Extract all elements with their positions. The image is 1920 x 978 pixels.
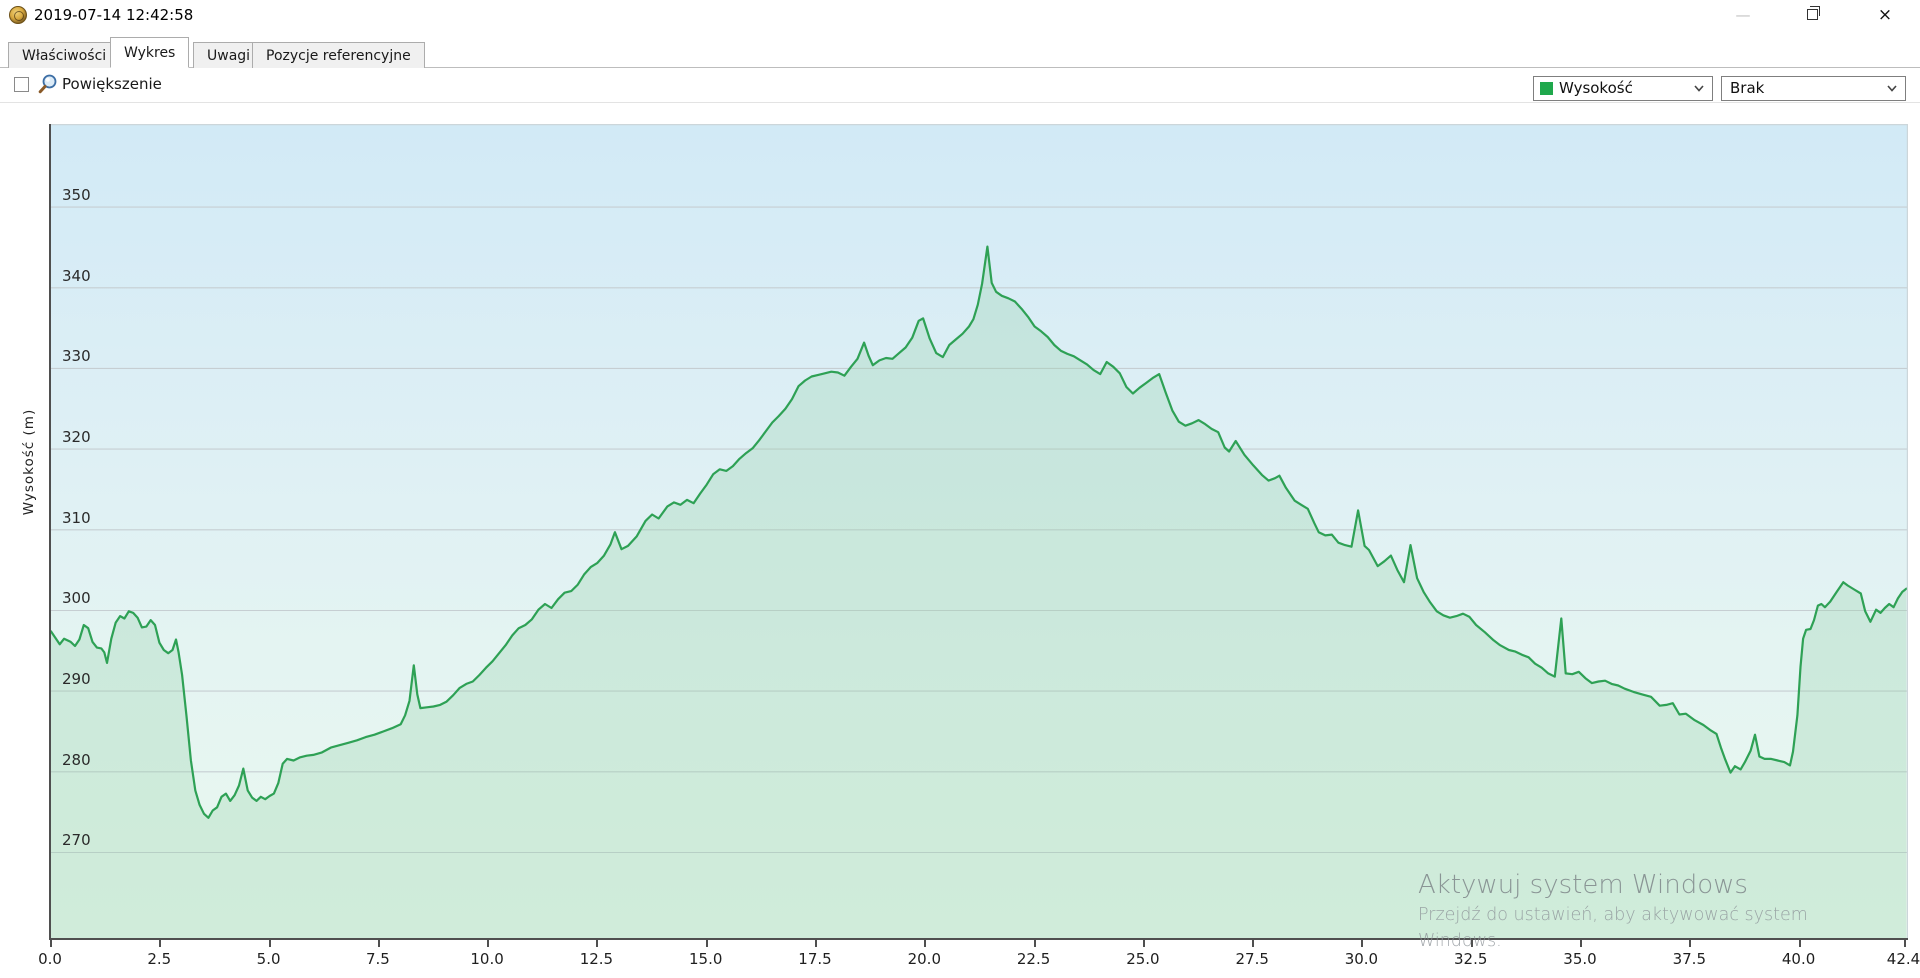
- x-tick-label: 10.0: [470, 950, 504, 968]
- x-tick-label: 30.0: [1344, 950, 1379, 968]
- x-tick-mark: [268, 940, 271, 947]
- x-tick-mark: [487, 940, 490, 947]
- restore-button[interactable]: [1791, 0, 1837, 30]
- x-tick-mark: [1142, 940, 1145, 947]
- x-tick-label: 32.5: [1453, 950, 1488, 968]
- elevation-area-fill: [51, 246, 1907, 938]
- x-tick-label: 40.0: [1781, 950, 1816, 968]
- restore-icon: [1807, 6, 1820, 20]
- elevation-line: [51, 245, 1908, 819]
- x-tick-label: 35.0: [1563, 950, 1597, 968]
- zoom-checkbox-label: Powiększenie: [62, 75, 162, 93]
- tab-pozycje-referencyjne[interactable]: Pozycje referencyjne: [252, 42, 425, 68]
- x-tick-mark: [1033, 940, 1036, 947]
- tab-strip: Właściwości Wykres Uwagi Pozycje referen…: [0, 30, 1920, 68]
- y-axis-title: Wysokość (m): [21, 408, 37, 516]
- x-tick-label: 25.0: [1126, 950, 1160, 968]
- x-tick-label: 15.0: [688, 950, 723, 968]
- x-tick-mark: [377, 940, 380, 947]
- overlay-select-value: Brak: [1730, 79, 1765, 97]
- x-tick-label: 5.0: [256, 950, 281, 968]
- y-axis-line: [49, 124, 51, 940]
- x-axis-line: [49, 938, 1908, 940]
- x-tick-mark: [1470, 940, 1473, 947]
- x-tick-mark: [1252, 940, 1255, 947]
- x-tick-mark: [50, 940, 52, 947]
- window-title: 2019-07-14 12:42:58: [34, 6, 194, 24]
- x-tick-mark: [924, 940, 927, 947]
- overlay-select[interactable]: Brak: [1721, 76, 1906, 101]
- chevron-down-icon: [1694, 85, 1704, 92]
- x-tick-mark: [1361, 940, 1364, 947]
- close-button[interactable]: ×: [1877, 5, 1893, 25]
- series-select-value: Wysokość: [1559, 79, 1633, 97]
- x-tick-label: 7.5: [365, 950, 390, 968]
- chevron-down-icon: [1887, 85, 1897, 92]
- chart-canvas: Wysokość (m) 270 280 290 300 310 320 330 340 350…: [0, 103, 1920, 978]
- chart-toolbar: Powiększenie Wysokość Brak: [0, 68, 1920, 103]
- x-tick-label: 12.5: [579, 950, 614, 968]
- x-tick-mark: [159, 940, 162, 947]
- minimize-button[interactable]: —: [1735, 6, 1751, 24]
- x-tick-label: 22.5: [1016, 950, 1051, 968]
- x-tick-label: 20.0: [907, 950, 941, 968]
- x-tick-label: 17.5: [798, 950, 832, 968]
- tab-wykres[interactable]: Wykres: [110, 37, 190, 68]
- magnifier-icon: [38, 74, 57, 94]
- x-tick-label: 37.5: [1672, 950, 1706, 968]
- x-tick-mark: [596, 940, 599, 947]
- x-tick-mark: [1798, 940, 1801, 947]
- title-bar: 2019-07-14 12:42:58 — ×: [0, 0, 1920, 30]
- x-tick-mark: [705, 940, 708, 947]
- x-tick-mark: [815, 940, 817, 947]
- tab-wlasciwosci[interactable]: Właściwości: [8, 42, 121, 68]
- series-select[interactable]: Wysokość: [1533, 76, 1713, 101]
- x-tick-label: 2.5: [147, 950, 172, 968]
- x-tick-mark: [1580, 940, 1582, 947]
- x-tick-mark: [1689, 940, 1692, 947]
- x-tick-label: 42.4: [1886, 950, 1920, 968]
- x-tick-label: 0.0: [38, 950, 62, 968]
- x-tick-label: 27.5: [1235, 950, 1269, 968]
- series-color-swatch: [1540, 82, 1553, 95]
- plot-area[interactable]: [51, 124, 1908, 938]
- app-icon: [9, 6, 27, 24]
- zoom-checkbox[interactable]: [14, 77, 29, 92]
- x-tick-mark: [1903, 940, 1906, 947]
